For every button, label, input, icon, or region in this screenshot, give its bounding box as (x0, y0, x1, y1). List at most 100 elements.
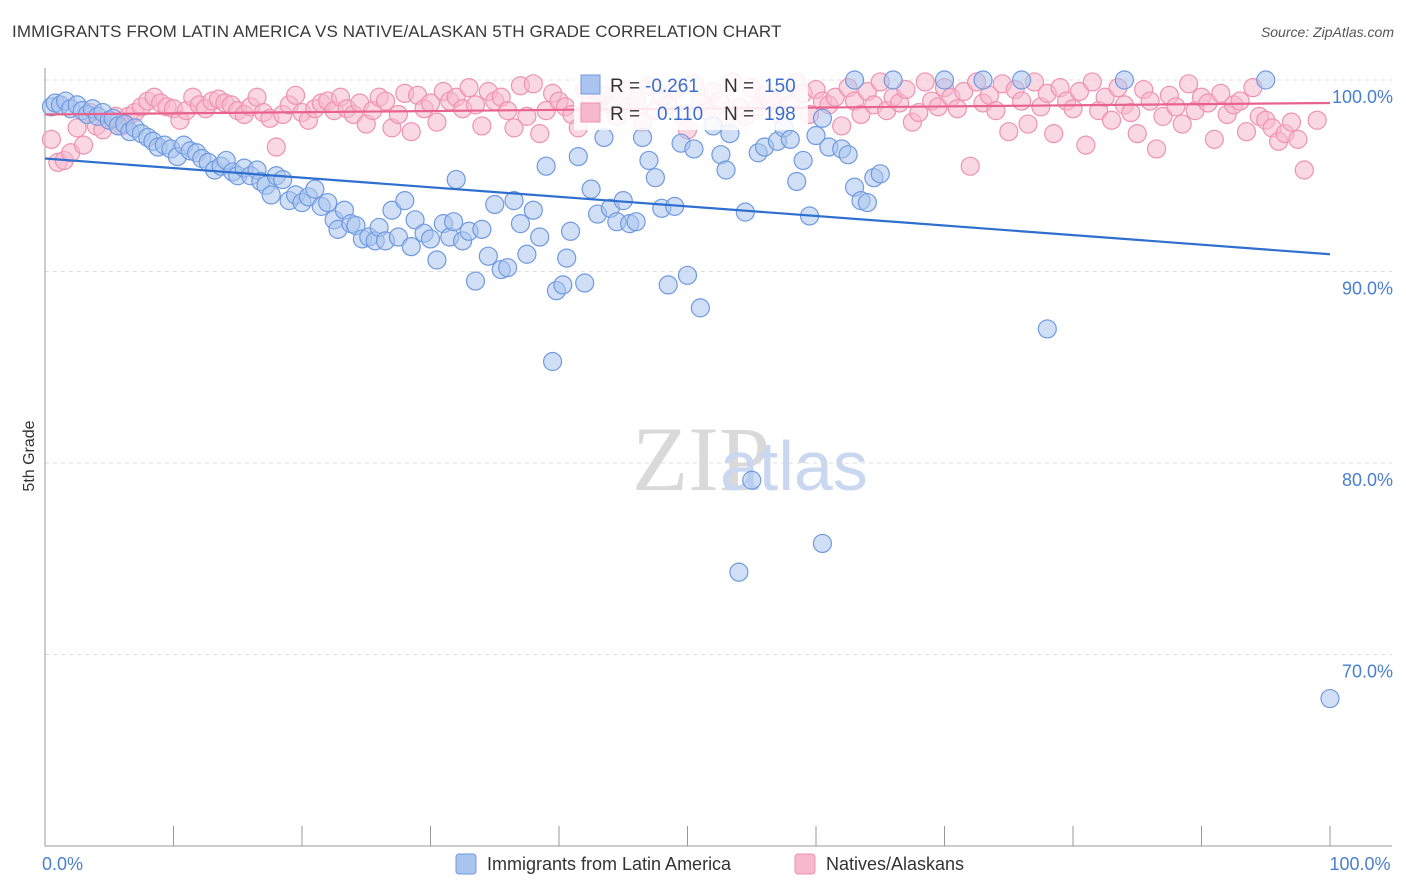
data-point (973, 70, 993, 90)
data-point (266, 137, 286, 157)
data-point (305, 179, 325, 199)
data-point (478, 246, 498, 266)
data-point (780, 129, 800, 149)
data-point (73, 135, 94, 155)
data-point (1140, 91, 1160, 111)
data-point (510, 214, 531, 234)
legend-n-value-pink: 198 (764, 104, 796, 125)
data-point (498, 258, 518, 278)
axes (44, 68, 1392, 847)
data-point (318, 192, 338, 213)
data-point (832, 116, 852, 136)
data-point (716, 160, 736, 180)
data-point (517, 106, 537, 126)
data-point (1166, 97, 1186, 117)
data-point (870, 164, 890, 184)
legend-swatch-pink (580, 102, 601, 123)
data-point (690, 298, 710, 318)
data-point (401, 237, 421, 257)
data-point (999, 122, 1019, 142)
data-point (934, 70, 955, 90)
data-point (825, 87, 845, 107)
x-tick-label: 0.0% (42, 854, 83, 874)
data-point (530, 124, 550, 144)
data-point (812, 533, 833, 554)
data-point (645, 168, 665, 188)
data-point (1011, 70, 1032, 90)
data-point (420, 229, 441, 249)
data-point (504, 118, 524, 138)
data-point (395, 191, 415, 211)
data-point (273, 169, 293, 190)
bottom-legend-swatch-pink (794, 853, 816, 875)
latin-america-points (41, 70, 1340, 709)
data-point (1288, 129, 1308, 149)
legend-n-label-blue: N = (724, 76, 754, 97)
data-point (517, 244, 537, 264)
data-point (909, 102, 929, 123)
data-point (523, 74, 543, 94)
data-point (1095, 87, 1115, 107)
data-point (632, 127, 653, 148)
data-point (1172, 114, 1192, 134)
legend-r-value-pink: 0.110 (657, 104, 703, 125)
chart-title: IMMIGRANTS FROM LATIN AMERICA VS NATIVE/… (12, 22, 782, 41)
data-point (504, 191, 524, 211)
legend-n-label-pink: N = (724, 104, 754, 125)
y-tick-label: 100.0% (1332, 87, 1393, 107)
data-point (542, 351, 563, 372)
data-point (896, 79, 916, 100)
data-point (1069, 81, 1090, 102)
watermark-zip: ZIP (632, 408, 770, 510)
data-point (553, 275, 573, 295)
data-point (1011, 91, 1032, 111)
data-point (375, 91, 396, 111)
legend-r-label-pink: R = (610, 104, 640, 125)
data-point (472, 219, 492, 239)
data-point (405, 210, 425, 230)
bottom-legend-label-pink: Natives/Alaskans (826, 854, 964, 874)
data-point (986, 101, 1006, 121)
correlation-legend: R = -0.261 N = 150 R = 0.110 N = 198 (574, 68, 808, 130)
source-label: Source: ZipAtlas.com (1260, 24, 1394, 40)
y-tick-labels: 100.0% 90.0% 80.0% 70.0% (1332, 87, 1393, 682)
data-point (446, 169, 466, 190)
data-point (1044, 124, 1064, 144)
data-point (806, 125, 826, 146)
data-point (530, 227, 550, 247)
data-point (485, 194, 505, 215)
watermark-atlas: atlas (720, 427, 868, 505)
data-point (838, 145, 858, 165)
data-point (427, 112, 447, 132)
data-point (1153, 106, 1173, 126)
data-point (1256, 70, 1276, 90)
x-tick-labels: 0.0% 100.0% (42, 854, 1391, 874)
bottom-legend-swatch-blue (455, 853, 477, 875)
data-point (1320, 688, 1340, 709)
data-point (557, 248, 577, 268)
y-tick-label: 90.0% (1342, 279, 1393, 299)
data-point (523, 200, 543, 220)
data-point (1236, 122, 1257, 142)
x-ticks (44, 826, 1331, 846)
data-point (1037, 319, 1057, 339)
data-point (812, 108, 833, 128)
data-point (1082, 72, 1102, 92)
data-point (568, 147, 588, 167)
x-tick-label: 100.0% (1329, 854, 1390, 874)
data-point (677, 265, 698, 285)
data-point (472, 116, 492, 136)
legend-r-value-blue: -0.261 (645, 76, 699, 97)
data-point (1146, 139, 1167, 159)
data-point (1179, 74, 1199, 94)
data-point (459, 78, 479, 98)
y-axis-label: 5th Grade (21, 420, 38, 491)
data-point (883, 70, 903, 90)
legend-swatch-blue (580, 74, 601, 95)
data-point (960, 156, 980, 176)
data-point (594, 127, 614, 148)
data-point (1101, 110, 1122, 130)
data-point (581, 179, 601, 199)
trend-line-blue (44, 157, 1331, 256)
legend-box (574, 68, 808, 130)
